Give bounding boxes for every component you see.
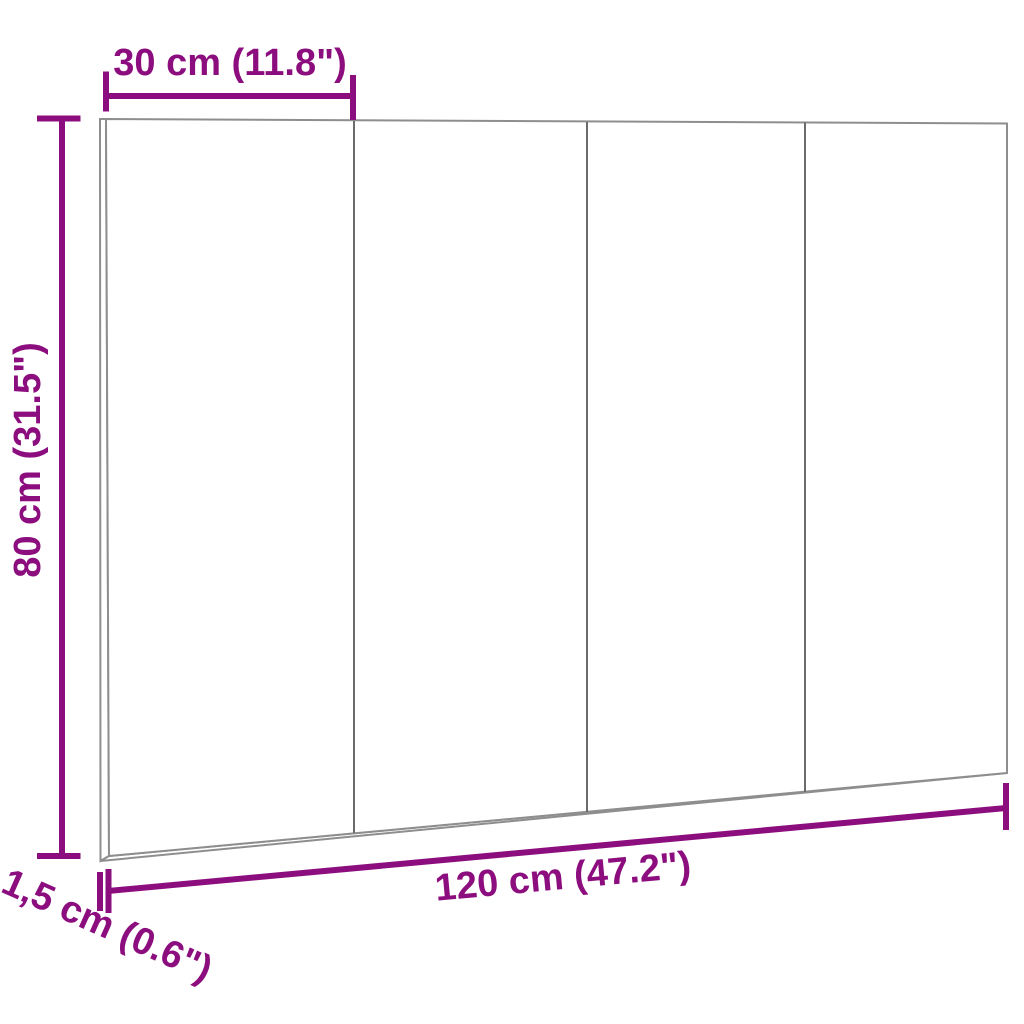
dimension-label-panel-width: 30 cm (11.8") xyxy=(113,42,347,84)
headboard-front-face xyxy=(104,117,1008,858)
dim-total-width-line xyxy=(107,805,1007,894)
dimension-label-height: 80 cm (31.5") xyxy=(7,342,49,578)
